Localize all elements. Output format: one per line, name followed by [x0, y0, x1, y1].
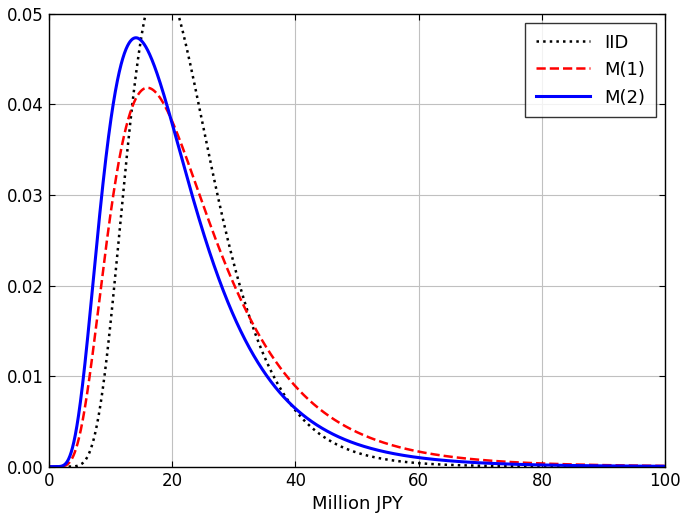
Legend: IID, M(1), M(2): IID, M(1), M(2) — [525, 23, 656, 118]
IID — [649, 463, 658, 470]
IID — [281, 394, 290, 400]
IID — [308, 425, 316, 431]
M(2) — [583, 463, 591, 469]
M(1) — [308, 399, 316, 406]
M(2) — [281, 396, 290, 402]
M(1) — [152, 89, 160, 96]
M(1) — [143, 85, 151, 91]
M(1) — [583, 462, 591, 468]
M(2) — [661, 463, 669, 470]
M(2) — [115, 70, 123, 76]
Line: M(1): M(1) — [49, 88, 665, 466]
M(1) — [649, 463, 658, 469]
IID — [115, 233, 123, 239]
IID — [45, 463, 53, 470]
Line: M(2): M(2) — [49, 38, 665, 466]
M(2) — [45, 463, 53, 470]
M(1) — [281, 371, 290, 378]
M(1) — [45, 463, 53, 470]
M(1) — [115, 157, 123, 163]
M(2) — [649, 463, 658, 470]
Line: IID: IID — [49, 0, 665, 466]
IID — [661, 463, 669, 470]
M(2) — [132, 35, 140, 41]
X-axis label: Million JPY: Million JPY — [312, 495, 402, 513]
M(2) — [308, 419, 316, 425]
IID — [583, 463, 591, 470]
M(2) — [152, 67, 160, 73]
M(1) — [661, 463, 669, 469]
